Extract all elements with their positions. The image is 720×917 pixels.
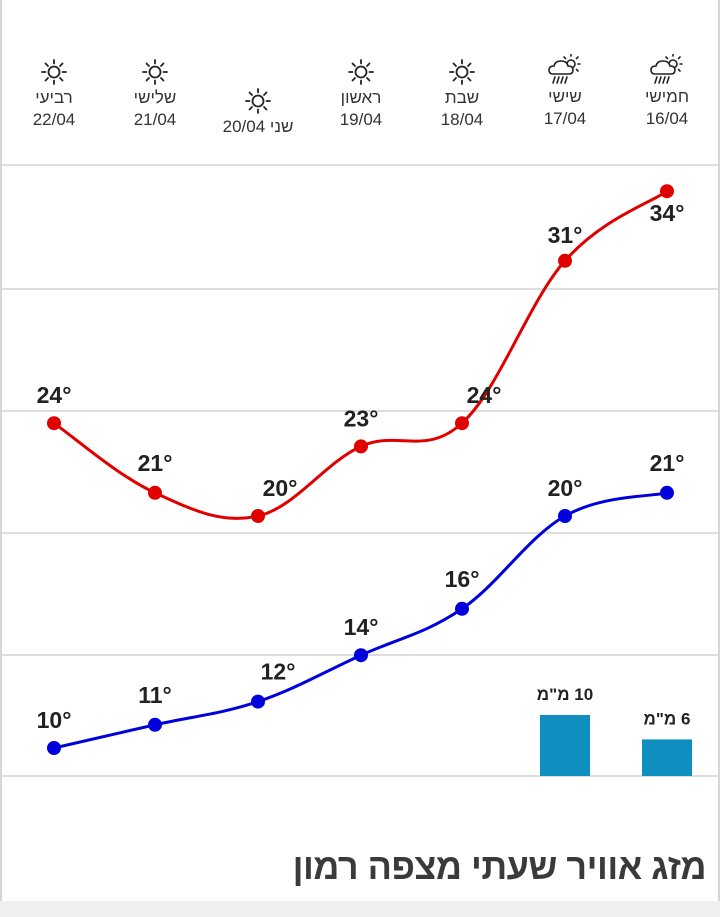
day-column: שישי 17/04 <box>515 54 615 130</box>
min-temp-point <box>354 648 368 663</box>
max-temp-label: 31° <box>548 222 583 248</box>
day-date: 16/04 <box>645 109 689 128</box>
max-temp-point <box>354 439 368 454</box>
day-column: ראשון 19/04 <box>311 57 411 131</box>
min-temp-point <box>660 485 674 500</box>
day-date: 19/04 <box>339 110 383 129</box>
max-temp-point <box>251 509 265 523</box>
day-date: 20/04 <box>222 117 266 136</box>
max-temp-label: 34° <box>650 200 685 226</box>
min-temp-label: 21° <box>650 450 685 476</box>
day-name: שני <box>269 117 294 136</box>
day-name: שבת <box>444 88 480 107</box>
min-temp-point <box>251 694 265 709</box>
day-column: שבת 18/04 <box>412 57 512 131</box>
day-column: חמישי 16/04 <box>617 54 717 130</box>
right-border <box>718 0 720 917</box>
day-label: שני 20/04 <box>208 116 308 138</box>
left-border <box>0 0 2 917</box>
rain-label: 10 מ"מ <box>537 685 593 704</box>
sun-icon <box>41 59 67 85</box>
sun-icon <box>449 59 475 85</box>
max-temp-label: 23° <box>344 405 379 431</box>
sun-icon <box>348 59 374 85</box>
min-temp-label: 20° <box>548 475 583 501</box>
max-temp-point <box>47 416 61 431</box>
rain-sun-icon <box>650 54 683 84</box>
min-temp-point <box>558 509 572 523</box>
day-date: 22/04 <box>32 110 76 129</box>
max-temp-label: 24° <box>37 382 72 408</box>
min-temp-label: 11° <box>138 682 172 708</box>
max-temp-point <box>148 485 162 500</box>
day-name: חמישי <box>644 87 690 106</box>
day-date: 17/04 <box>543 109 587 128</box>
min-temp-point <box>47 741 61 755</box>
day-date: 18/04 <box>440 110 484 129</box>
rain-sun-icon <box>548 54 581 84</box>
max-temp-point <box>558 253 572 268</box>
rain-bar <box>642 739 692 776</box>
min-temp-label: 10° <box>37 707 72 733</box>
day-name: ראשון <box>340 88 382 107</box>
max-temp-label: 20° <box>263 475 298 501</box>
rain-label: 6 מ"מ <box>644 709 691 728</box>
page-title: מזג אוויר שעתי מצפה רמון <box>292 846 707 887</box>
day-name: שישי <box>548 87 582 106</box>
max-temp-label: 21° <box>138 450 173 476</box>
day-column: שלישי 21/04 <box>105 57 205 131</box>
max-temp-point <box>455 416 469 431</box>
min-temp-point <box>148 717 162 732</box>
max-temp-label: 24° <box>467 382 502 408</box>
max-temp-point <box>660 184 674 199</box>
day-name: רביעי <box>35 88 73 107</box>
day-date: 21/04 <box>133 110 177 129</box>
day-column: שני 20/04 <box>208 86 308 138</box>
bottom-strip <box>0 901 720 917</box>
sun-icon <box>142 59 168 85</box>
min-temp-label: 14° <box>344 614 379 640</box>
sun-icon <box>245 88 271 114</box>
day-name: שלישי <box>133 88 177 107</box>
day-column: רביעי 22/04 <box>4 57 104 131</box>
min-temp-point <box>455 601 469 616</box>
min-temp-label: 12° <box>261 659 296 685</box>
rain-bar <box>540 715 590 776</box>
min-temp-label: 16° <box>445 566 480 592</box>
